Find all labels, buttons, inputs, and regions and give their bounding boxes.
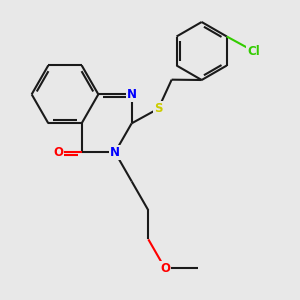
Text: N: N <box>110 146 120 159</box>
Text: O: O <box>53 146 63 159</box>
Text: O: O <box>160 262 170 275</box>
Text: Cl: Cl <box>247 44 260 58</box>
Text: S: S <box>154 102 163 115</box>
Text: N: N <box>127 88 137 101</box>
